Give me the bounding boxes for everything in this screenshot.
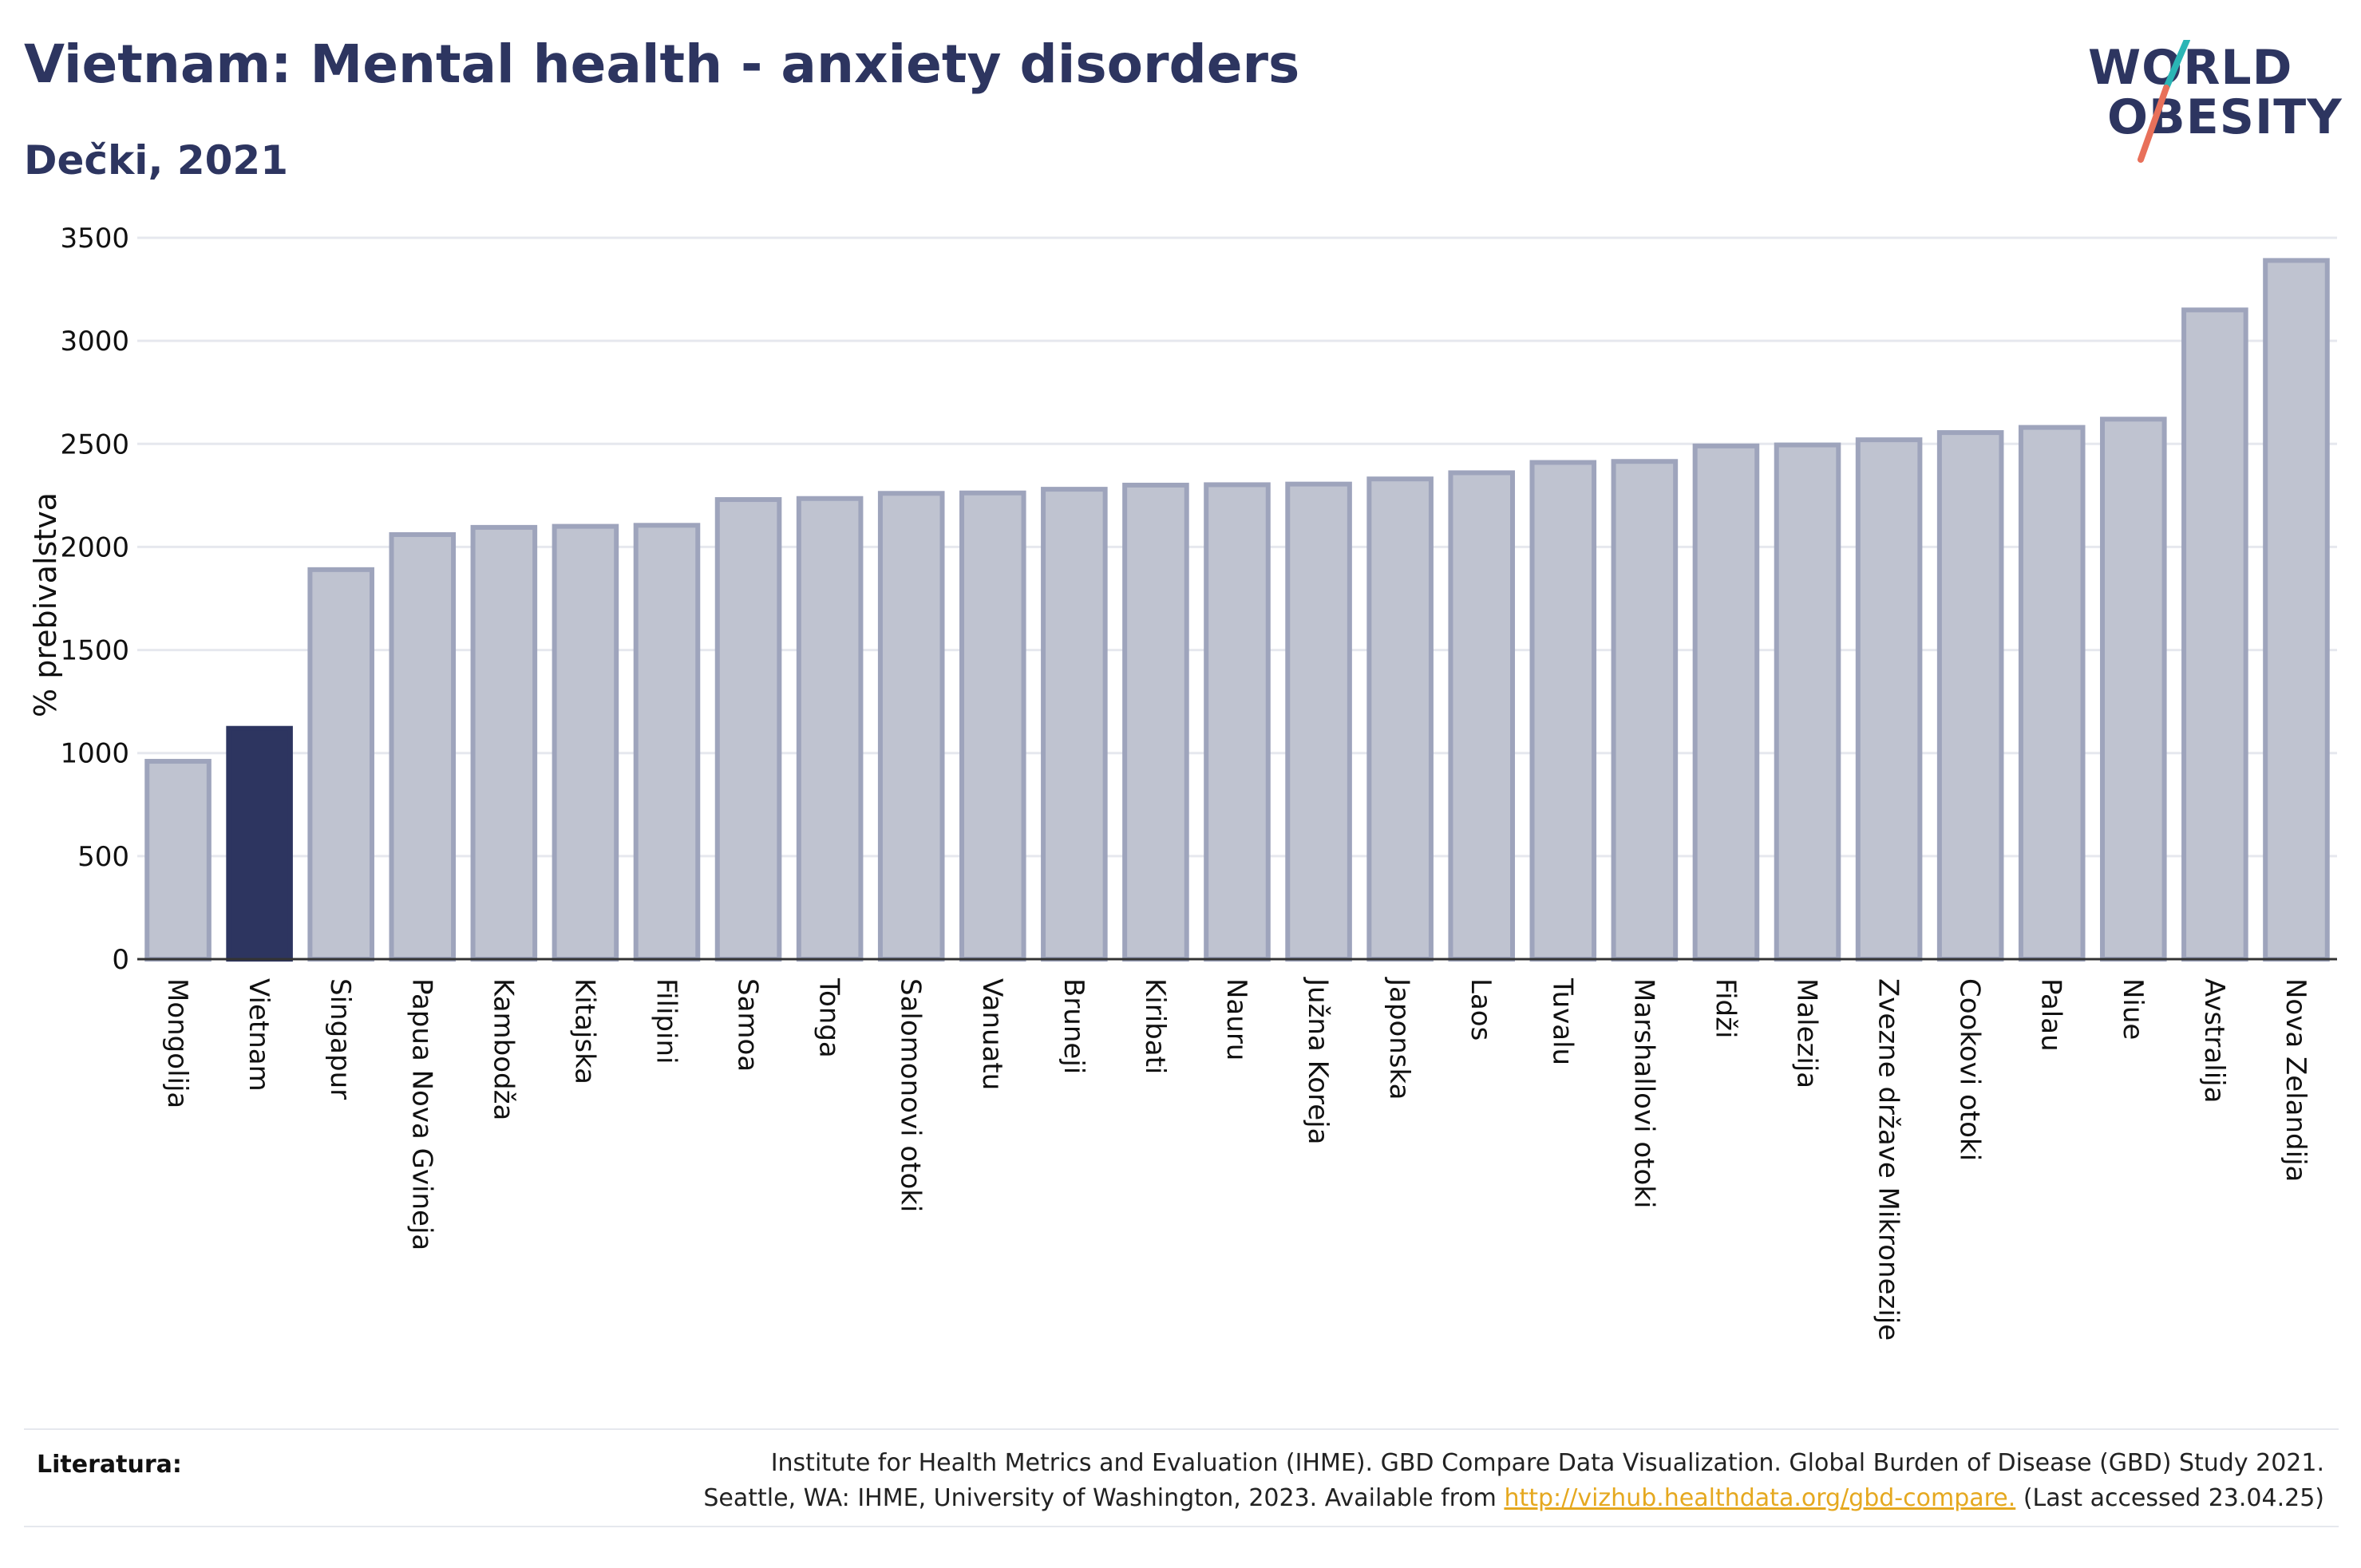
bar	[2100, 417, 2167, 962]
bar	[1448, 470, 1516, 962]
y-tick-label: 2000	[60, 531, 129, 563]
logo-line1: WORLD	[2088, 40, 2293, 96]
bar	[959, 490, 1026, 962]
x-tick-label: Filipini	[650, 978, 682, 1064]
x-tick-label: Kitajska	[568, 978, 600, 1084]
x-tick-label: Zvezne države Mikronezije	[1873, 978, 1904, 1341]
chart-subtitle: Dečki, 2021	[24, 137, 289, 184]
x-tick-label: Niue	[2117, 978, 2149, 1040]
references-line2-suffix: (Last accessed 23.04.25)	[2015, 1484, 2324, 1512]
bar	[307, 567, 374, 962]
x-tick-label: Samoa	[732, 978, 764, 1072]
x-tick-label: Bruneji	[1058, 978, 1090, 1074]
references-line2: Seattle, WA: IHME, University of Washing…	[703, 1481, 2324, 1516]
x-tick-label: Salomonovi otoki	[895, 978, 927, 1212]
references-line2-text: Seattle, WA: IHME, University of Washing…	[703, 1484, 1505, 1512]
bar	[1122, 482, 1189, 962]
bar	[1204, 482, 1271, 962]
bar	[226, 725, 293, 962]
x-tick-label: Nova Zelandija	[2280, 978, 2312, 1182]
x-tick-label: Japonska	[1383, 977, 1415, 1100]
bar	[470, 524, 538, 962]
references-text: Institute for Health Metrics and Evaluat…	[703, 1446, 2324, 1516]
footer-divider-bottom	[24, 1526, 2339, 1527]
bar	[633, 523, 701, 962]
y-tick-label: 3500	[60, 223, 129, 255]
bar	[389, 531, 457, 962]
y-tick-label: 2500	[60, 429, 129, 460]
x-tick-label: Kambodža	[487, 978, 519, 1120]
logo-slash-icon	[2138, 40, 2190, 163]
x-tick-label: Vietnam	[243, 978, 275, 1092]
references-label: Literatura:	[37, 1451, 182, 1479]
x-tick-label: Laos	[1465, 978, 1497, 1041]
bar	[1529, 460, 1597, 962]
x-tick-label: Tonga	[813, 978, 845, 1058]
world-obesity-logo: WORLD OBESITY	[2083, 40, 2342, 168]
bar	[2263, 258, 2330, 962]
x-tick-label: Kiribati	[1139, 978, 1171, 1074]
x-tick-label: Marshallovi otoki	[1627, 978, 1659, 1208]
references-link[interactable]: http://vizhub.healthdata.org/gbd-compare…	[1504, 1484, 2016, 1512]
references-line1: Institute for Health Metrics and Evaluat…	[770, 1449, 2324, 1477]
bar	[1855, 437, 1923, 962]
bar	[552, 523, 619, 962]
bar	[2018, 425, 2086, 962]
x-tick-label: Malezija	[1791, 978, 1823, 1088]
x-tick-label: Cookovi otoki	[1954, 978, 1986, 1161]
x-tick-label: Vanuatu	[976, 978, 1008, 1090]
bar	[1936, 430, 2004, 962]
footer-divider-top	[24, 1428, 2339, 1430]
bar	[1774, 442, 1841, 962]
bar	[144, 759, 212, 962]
bar	[796, 496, 864, 962]
bar	[1692, 443, 1760, 962]
bar-chart: 0 500 1000 1500 2000 2500 3000 3500 % prebivalst…	[28, 223, 2337, 1341]
bar	[2181, 307, 2248, 962]
y-tick-label: 0	[112, 944, 129, 976]
bar	[877, 491, 945, 962]
x-tick-label: Tuvalu	[1546, 978, 1578, 1065]
x-tick-label: Palau	[2035, 978, 2067, 1052]
x-tick-label: Fidži	[1709, 978, 1741, 1038]
y-tick-label: 500	[77, 841, 129, 873]
x-tick-label: Singapur	[324, 978, 356, 1100]
bar	[1366, 476, 1434, 962]
y-tick-label: 1500	[60, 635, 129, 667]
bar	[1611, 459, 1679, 962]
x-tick-label: Avstralija	[2198, 978, 2230, 1103]
x-tick-label: Mongolija	[161, 978, 193, 1108]
bar	[714, 497, 782, 962]
y-tick-label: 1000	[60, 738, 129, 770]
x-tick-label: Nauru	[1220, 978, 1252, 1060]
bar	[1285, 481, 1352, 962]
y-tick-label: 3000	[60, 326, 129, 357]
x-tick-label: Južna Koreja	[1302, 977, 1334, 1144]
x-tick-label: Papua Nova Gvineja	[405, 978, 437, 1250]
bar	[1041, 487, 1108, 962]
y-axis-label: % prebivalstva	[28, 492, 63, 717]
chart-title: Vietnam: Mental health - anxiety disorde…	[24, 34, 1300, 95]
